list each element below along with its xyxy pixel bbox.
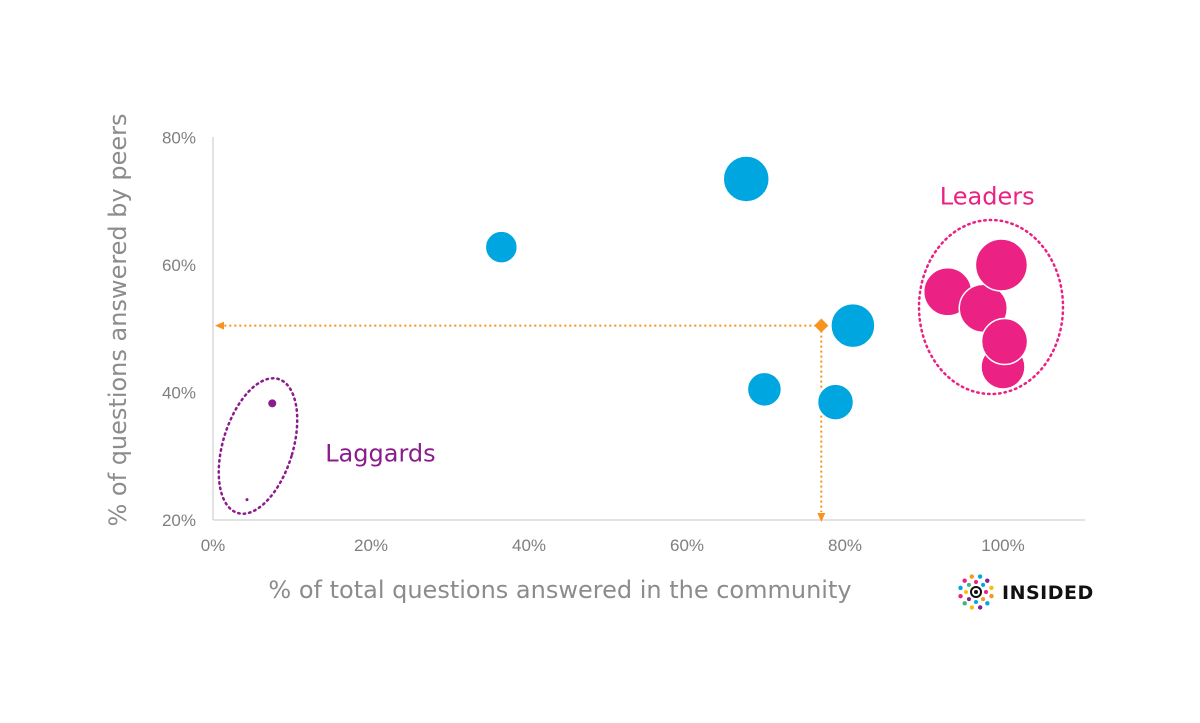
logo-dot [989,593,994,599]
bubbles [245,155,1029,502]
x-tick-labels: 0% 20% 40% 60% 80% 100% [201,536,1025,555]
logo-dot [966,582,971,587]
laggards-label: Laggards [325,439,435,467]
reference-arrow-down [817,513,826,522]
logo-dot [966,597,971,602]
y-tick-label: 20% [162,511,196,530]
communities-bubble [746,371,783,408]
x-tick-label: 100% [981,536,1024,555]
leaders-outline [917,218,1065,396]
leaders-bubble [974,238,1029,292]
y-axis-title: % of questions answered by peers [104,113,132,526]
logo-dot [989,585,994,591]
logo-dot [985,578,990,583]
communities-bubble [722,155,770,203]
brand-name: INSIDED [1002,582,1094,604]
y-tick-label: 40% [162,384,196,403]
x-tick-label: 40% [512,536,546,555]
logo-dot [962,578,967,583]
logo-dot [985,601,990,606]
x-tick-label: 20% [354,536,388,555]
reference-point [814,318,829,333]
logo-dot [962,601,967,606]
laggards-bubble [245,498,249,502]
logo-dot [984,590,988,594]
logo-dot [974,600,978,604]
communities-bubble [816,383,855,421]
communities-bubble [830,302,876,349]
logo-dot [977,574,983,579]
reference-arrow-left [215,321,224,330]
logo-dot [964,590,968,594]
x-tick-label: 80% [828,536,862,555]
laggards-bubble [268,399,277,408]
x-tick-label: 60% [670,536,704,555]
communities-bubble [484,230,519,264]
logo-dot [969,605,975,610]
insided-logo: INSIDED [958,574,1094,610]
y-tick-labels: 20% 40% 60% 80% [162,129,196,531]
x-axis-title: % of total questions answered in the com… [268,576,851,604]
logo-dot [974,580,978,584]
laggards-outline [217,377,299,515]
logo-dot [969,574,975,579]
logo-dot [958,593,963,599]
y-tick-label: 80% [162,129,196,148]
leaders-bubble [980,317,1029,366]
x-tick-label: 0% [201,536,226,555]
logo-dot [958,585,963,591]
logo-center-icon [970,586,982,598]
logo-dot [981,582,986,587]
logo-burst-icon [958,574,994,610]
reference-marker [215,318,829,522]
logo-center-dot [974,590,978,594]
logo-dot [977,605,983,610]
logo-dot [981,597,986,602]
leaders-label: Leaders [940,182,1035,210]
y-tick-label: 60% [162,256,196,275]
